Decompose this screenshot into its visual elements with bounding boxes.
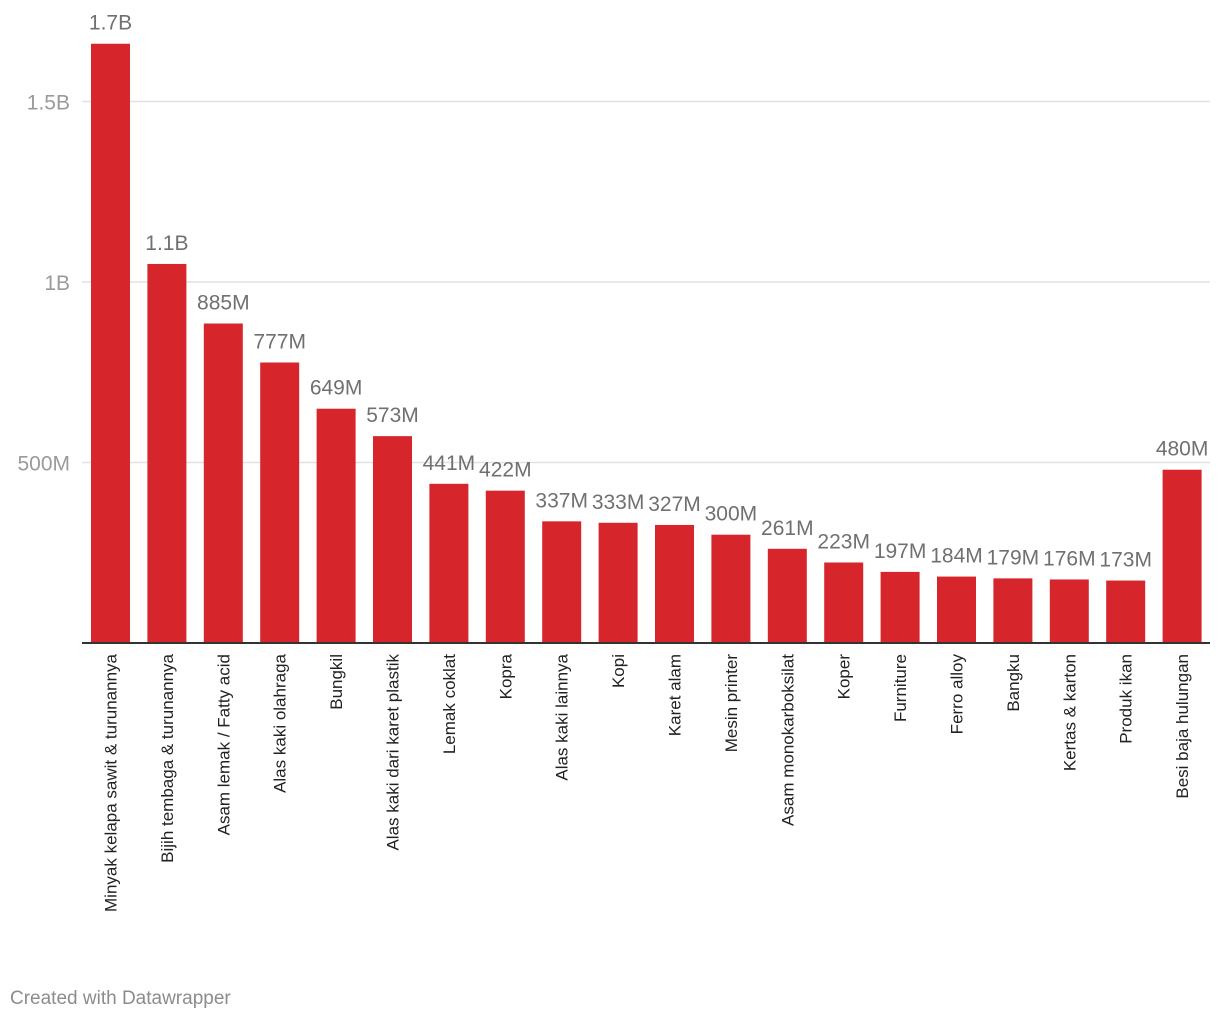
value-label: 184M	[930, 545, 983, 568]
bar	[880, 571, 920, 643]
bar	[1162, 469, 1202, 643]
value-label: 197M	[874, 540, 927, 563]
value-label: 1.7B	[89, 12, 132, 35]
value-label: 173M	[1099, 549, 1152, 572]
value-label: 337M	[535, 489, 588, 512]
y-tick-label: 1B	[44, 272, 70, 295]
y-tick-label: 1.5B	[27, 92, 70, 115]
bar	[1106, 580, 1146, 643]
bar	[203, 323, 243, 643]
category-label: Ferro alloy	[948, 654, 967, 735]
bar	[429, 483, 469, 643]
category-label: Koper	[835, 654, 854, 700]
category-label: Lemak coklat	[440, 654, 459, 754]
bars	[91, 43, 1202, 644]
bar	[937, 576, 976, 643]
bar	[91, 43, 130, 644]
bar	[1049, 579, 1089, 643]
bar	[485, 490, 525, 643]
bar	[542, 521, 582, 643]
category-labels: Minyak kelapa sawit & turunannya Bijih te…	[102, 653, 1193, 912]
category-label: Bijih tembaga & turunannya	[158, 653, 177, 862]
category-label: Kopra	[496, 653, 515, 699]
value-label: 333M	[592, 491, 645, 514]
bar	[767, 548, 807, 643]
category-label: Besi baja hulungan	[1173, 654, 1192, 799]
datawrapper-credit: Created with Datawrapper	[10, 988, 231, 1009]
category-label: Asam monokarboksilat	[778, 654, 797, 826]
category-label: Minyak kelapa sawit & turunannya	[102, 653, 121, 912]
bar	[316, 408, 356, 643]
value-label: 422M	[479, 459, 532, 482]
value-label: 480M	[1156, 438, 1209, 461]
value-label: 223M	[817, 530, 870, 553]
value-label: 261M	[761, 517, 814, 540]
y-tick-label: 500M	[17, 453, 70, 476]
category-label: Kopi	[609, 654, 628, 688]
category-label: Asam lemak / Fatty acid	[214, 654, 233, 835]
category-label: Karet alam	[666, 654, 685, 736]
category-label: Produk ikan	[1117, 654, 1136, 744]
bar	[711, 534, 751, 643]
value-label: 777M	[253, 331, 306, 354]
category-label: Furniture	[891, 654, 910, 722]
value-label: 441M	[423, 452, 476, 475]
category-label: Alas kaki lainnya	[553, 653, 572, 780]
bar	[598, 522, 638, 643]
value-label: 1.1B	[145, 232, 188, 255]
bar	[260, 362, 300, 643]
category-label: Kertas & karton	[1060, 654, 1079, 771]
value-label: 573M	[366, 404, 419, 427]
value-label: 176M	[1043, 547, 1096, 570]
category-label: Alas kaki olahraga	[271, 653, 290, 792]
category-label: Alas kaki dari karet plastik	[384, 654, 403, 851]
bar	[993, 578, 1033, 643]
category-label: Bungkil	[327, 654, 346, 710]
bar	[824, 562, 864, 643]
bar	[655, 524, 694, 643]
value-label: 885M	[197, 292, 250, 315]
value-label: 300M	[705, 503, 758, 526]
bar	[373, 436, 412, 643]
value-label: 179M	[987, 546, 1040, 569]
category-label: Mesin printer	[722, 654, 741, 753]
category-label: Bangku	[1004, 654, 1023, 712]
gridlines: 500M 1B 1.5B	[17, 92, 1210, 476]
bar	[147, 263, 187, 643]
value-label: 649M	[310, 377, 363, 400]
value-label: 327M	[648, 493, 701, 516]
